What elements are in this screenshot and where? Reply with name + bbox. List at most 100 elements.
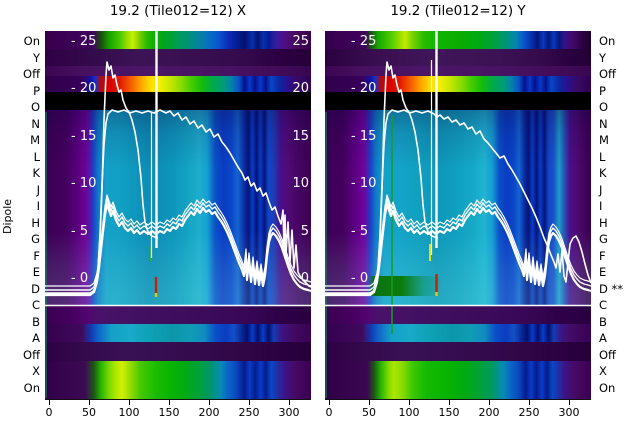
inner-scale-label-left: - 20 [71, 81, 97, 97]
x-tick-mark [409, 400, 410, 405]
heatmap-band [45, 324, 311, 342]
heatmap-band [45, 305, 311, 324]
x-tick-label: 250 [238, 406, 260, 419]
row-label-left-off: Off [23, 347, 40, 362]
row-label-left-d: D [31, 281, 40, 296]
row-label-left-m: M [30, 133, 40, 148]
inner-scale-label-left: - 10 [71, 176, 97, 192]
heatmap-band [45, 361, 311, 399]
overlay-traces [325, 31, 591, 398]
inner-scale-label-left: - 0 [351, 271, 369, 286]
heatmap-band [325, 110, 591, 305]
row-label-right-h: H [599, 215, 608, 230]
x-tick-label: 200 [478, 406, 500, 419]
x-tick-label: 100 [118, 406, 140, 419]
x-tick-label: 50 [82, 406, 96, 419]
row-label-right-y: Y [599, 50, 607, 65]
row-label-left-f: F [33, 248, 40, 263]
row-label-right-on: On [599, 34, 616, 48]
x-tick-mark [89, 400, 90, 405]
inner-scale-label-left: - 20 [351, 81, 377, 97]
row-label-right-a: A [599, 331, 607, 346]
overlay-traces [45, 31, 311, 398]
row-label-right-b: B [599, 314, 607, 329]
row-label-right-d**: D ** [599, 281, 624, 296]
inner-scale-label-left: - 10 [351, 176, 377, 192]
panel-title-x: 19.2 (Tile012=12) X [109, 3, 247, 19]
x-tick-label: 200 [198, 406, 220, 419]
heatmap-band [45, 92, 311, 110]
row-label-left-j: J [36, 182, 40, 197]
row-label-right-i: I [599, 199, 603, 214]
heatmap-band [325, 342, 591, 361]
x-tick-mark [129, 400, 130, 405]
row-label-right-p: P [599, 83, 606, 98]
heatmap-band [325, 76, 591, 92]
heatmap-band [325, 361, 591, 399]
row-label-right-k: K [599, 166, 607, 181]
x-tick-label: 250 [518, 406, 540, 419]
heatmap-band [45, 110, 311, 305]
x-tick-mark [209, 400, 210, 405]
inner-scale-label-left: - 0 [71, 271, 89, 286]
inner-scale-label-left: - 15 [351, 128, 377, 144]
row-label-right-c: C [599, 298, 608, 313]
row-label-left-p: P [33, 83, 40, 98]
heatmap-band [325, 31, 591, 49]
x-tick-label: 150 [438, 406, 460, 419]
row-label-right-off: Off [599, 347, 616, 362]
x-tick-label: 50 [362, 406, 376, 419]
x-tick-mark [489, 400, 490, 405]
row-label-left-o: O [30, 100, 40, 115]
row-label-left-n: N [31, 116, 40, 131]
inner-scale-label-left: - 25 [71, 34, 97, 49]
x-tick-label: 150 [158, 406, 180, 419]
x-tick-mark [169, 400, 170, 405]
inner-scale-label-left: - 25 [351, 34, 377, 49]
row-label-left-a: A [32, 331, 40, 346]
row-label-right-m: M [599, 133, 609, 148]
x-tick-mark [449, 400, 450, 405]
row-label-left-on: On [23, 380, 40, 395]
heatmap-panel-X [45, 31, 311, 400]
row-label-right-on: On [599, 380, 616, 395]
inner-scale-label-left: - 5 [351, 223, 369, 239]
row-label-right-f: F [599, 248, 606, 263]
x-tick-label: 100 [398, 406, 420, 419]
x-tick-mark [329, 400, 330, 405]
row-label-left-on: On [23, 34, 40, 48]
x-tick-mark [289, 400, 290, 405]
x-tick-mark [369, 400, 370, 405]
heatmap-band [45, 76, 311, 92]
inner-scale-label-left: - 15 [71, 128, 97, 144]
heatmap-band [325, 92, 591, 110]
inner-scale-label-right: 0 [300, 271, 309, 286]
heatmap-panel-Y [325, 31, 591, 400]
row-label-right-g: G [599, 232, 608, 247]
x-tick-mark [529, 400, 530, 405]
inner-scale-label-right: 20 [292, 81, 309, 97]
row-label-left-g: G [31, 232, 40, 247]
x-tick-label: 300 [278, 406, 300, 419]
row-label-right-e: E [599, 265, 607, 280]
row-label-right-x: X [599, 364, 607, 379]
panel-title-y: 19.2 (Tile012=12) Y [390, 3, 526, 19]
row-label-left-x: X [32, 364, 40, 379]
row-label-left-off: Off [23, 67, 40, 82]
x-tick-mark [569, 400, 570, 405]
x-tick-mark [249, 400, 250, 405]
inner-scale-label-left: - 5 [71, 223, 89, 239]
inner-scale-label-right: 15 [292, 128, 309, 144]
heatmap-band [45, 342, 311, 361]
row-label-left-i: I [36, 199, 40, 214]
row-label-left-l: L [33, 149, 40, 164]
x-tick-mark [49, 400, 50, 405]
heatmap-band [45, 66, 311, 76]
row-label-left-c: C [31, 298, 40, 313]
heatmap-patch [368, 276, 442, 296]
row-label-left-b: B [32, 314, 40, 329]
x-tick-label: 0 [325, 406, 333, 419]
row-label-left-e: E [32, 265, 40, 280]
row-label-right-off: Off [599, 67, 616, 82]
